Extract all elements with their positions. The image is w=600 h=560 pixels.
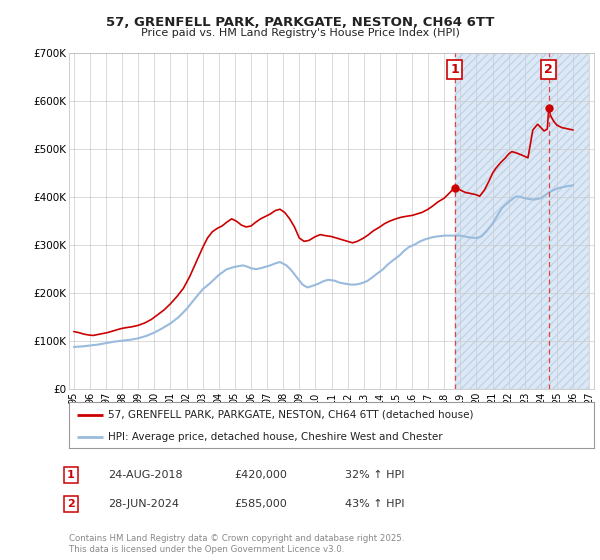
Text: Price paid vs. HM Land Registry's House Price Index (HPI): Price paid vs. HM Land Registry's House … bbox=[140, 28, 460, 38]
Text: 1: 1 bbox=[451, 63, 459, 76]
Text: 2: 2 bbox=[67, 499, 74, 509]
Bar bbox=[455, 53, 589, 389]
Text: 28-JUN-2024: 28-JUN-2024 bbox=[108, 499, 179, 509]
Text: 1: 1 bbox=[67, 470, 74, 480]
Text: 57, GRENFELL PARK, PARKGATE, NESTON, CH64 6TT: 57, GRENFELL PARK, PARKGATE, NESTON, CH6… bbox=[106, 16, 494, 29]
Text: HPI: Average price, detached house, Cheshire West and Chester: HPI: Average price, detached house, Ches… bbox=[109, 432, 443, 441]
Text: £420,000: £420,000 bbox=[234, 470, 287, 480]
Bar bbox=[455, 53, 589, 389]
Text: 57, GRENFELL PARK, PARKGATE, NESTON, CH64 6TT (detached house): 57, GRENFELL PARK, PARKGATE, NESTON, CH6… bbox=[109, 410, 474, 420]
Text: £585,000: £585,000 bbox=[234, 499, 287, 509]
Text: 43% ↑ HPI: 43% ↑ HPI bbox=[345, 499, 404, 509]
Text: Contains HM Land Registry data © Crown copyright and database right 2025.
This d: Contains HM Land Registry data © Crown c… bbox=[69, 534, 404, 554]
Text: 2: 2 bbox=[544, 63, 553, 76]
Text: 24-AUG-2018: 24-AUG-2018 bbox=[108, 470, 182, 480]
Text: 32% ↑ HPI: 32% ↑ HPI bbox=[345, 470, 404, 480]
